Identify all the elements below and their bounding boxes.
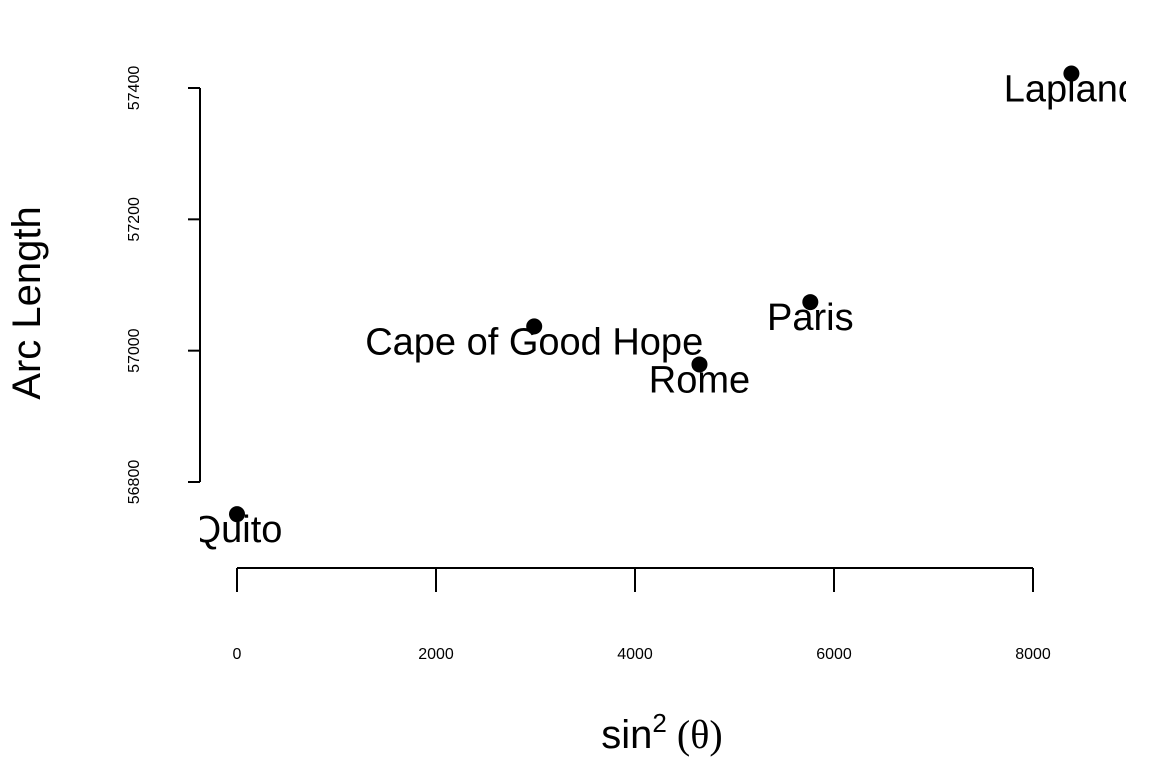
y-ticks: 56800 57000 57200 57400 [126,66,200,505]
y-axis: 56800 57000 57200 57400 [126,66,201,505]
data-point-label: Cape of Good Hope [365,321,703,363]
y-axis-title: Arc Length [5,206,49,399]
x-axis-title-base: sin [601,713,652,757]
x-tick-label: 8000 [1015,646,1051,663]
x-axis-title-superscript: 2 [652,708,666,738]
data-point [229,506,245,523]
x-tick-label: 4000 [617,646,653,663]
x-axis-title: sin2 (θ) [601,708,722,757]
x-axis: 0 2000 4000 6000 8000 [233,567,1051,663]
x-axis-title-suffix: (θ) [677,712,723,757]
x-ticks: 0 2000 4000 6000 8000 [233,568,1051,663]
y-tick-label: 57000 [126,328,143,373]
data-point-label: Lapland [1004,69,1139,111]
data-points [229,65,1080,523]
x-tick-label: 0 [233,646,242,663]
data-point-label: Quito [192,509,283,551]
data-point [526,318,543,335]
y-tick-label: 57200 [126,197,143,242]
data-point-label: Rome [649,359,750,401]
data-point [802,294,819,311]
data-point-label: Paris [767,297,854,339]
x-tick-label: 6000 [816,646,852,663]
data-point [1063,65,1080,82]
data-point [691,356,708,373]
y-tick-label: 56800 [126,460,143,505]
x-tick-label: 2000 [418,646,454,663]
y-tick-label: 57400 [126,66,143,111]
